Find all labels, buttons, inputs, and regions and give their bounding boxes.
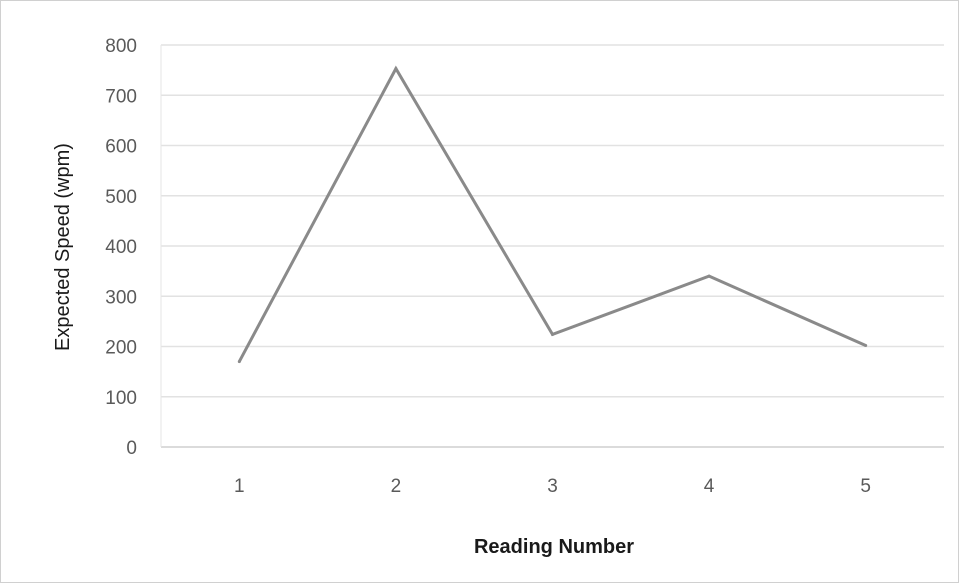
data-point-5 bbox=[864, 343, 868, 347]
y-axis-title: Expected Speed (wpm) bbox=[52, 143, 74, 351]
y-tick-label-500: 500 bbox=[105, 187, 137, 208]
data-point-3 bbox=[551, 332, 554, 336]
x-tick-label-3: 3 bbox=[547, 476, 558, 497]
series-line-1 bbox=[237, 65, 867, 363]
data-point-1 bbox=[237, 360, 241, 364]
data-point-4 bbox=[707, 274, 711, 278]
axes bbox=[160, 45, 944, 448]
y-tick-label-200: 200 bbox=[105, 338, 137, 359]
y-tick-label-600: 600 bbox=[105, 137, 137, 158]
data-point-2 bbox=[394, 67, 398, 71]
x-tick-labels: 1 2 3 4 5 bbox=[234, 476, 871, 497]
y-tick-label-700: 700 bbox=[105, 86, 137, 107]
gridlines bbox=[161, 44, 944, 398]
y-tick-label-400: 400 bbox=[105, 237, 137, 258]
y-tick-label-300: 300 bbox=[105, 287, 137, 308]
series-layer bbox=[237, 65, 868, 364]
y-tick-label-0: 0 bbox=[126, 438, 137, 459]
x-tick-label-5: 5 bbox=[860, 476, 871, 497]
x-tick-label-1: 1 bbox=[234, 476, 245, 497]
y-tick-labels: 0 100 200 300 400 500 600 700 800 bbox=[105, 36, 137, 459]
x-tick-label-4: 4 bbox=[704, 476, 715, 497]
x-axis-title: Reading Number bbox=[474, 536, 634, 558]
y-tick-label-800: 800 bbox=[105, 36, 137, 57]
y-tick-label-100: 100 bbox=[105, 388, 137, 409]
x-tick-label-2: 2 bbox=[391, 476, 402, 497]
